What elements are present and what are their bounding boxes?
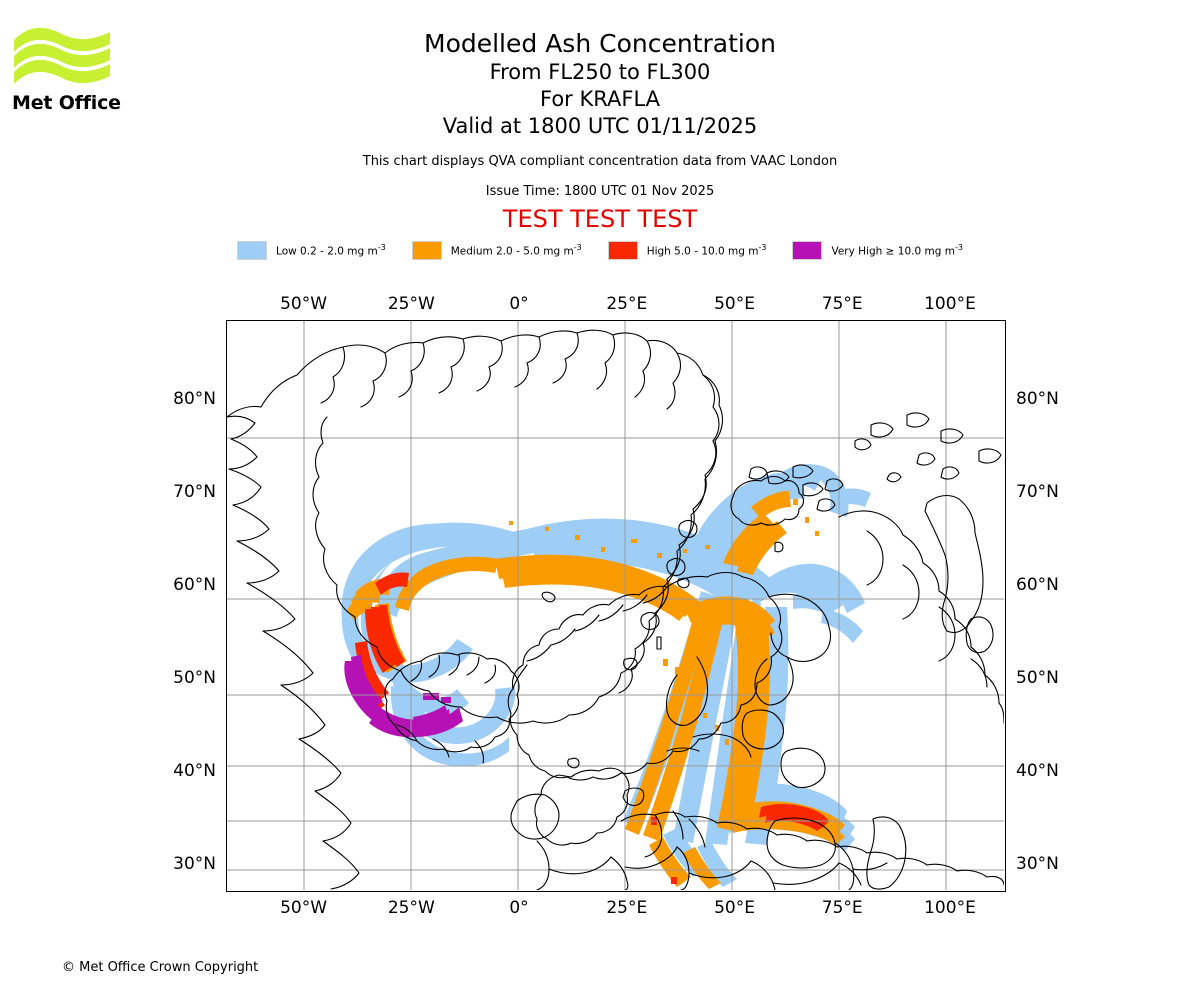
copyright-notice: © Met Office Crown Copyright (62, 960, 259, 975)
legend-swatch-medium (411, 241, 442, 260)
lon-tick-top-25: 25°E (606, 294, 648, 314)
test-banner: TEST TEST TEST (502, 205, 698, 233)
met-office-wave-icon (14, 27, 110, 84)
legend-swatch-very-high (792, 241, 823, 260)
legend-swatch-low (237, 241, 268, 260)
lat-tick-right-70: 70°N (1016, 482, 1059, 503)
lat-tick-right-30: 30°N (1016, 854, 1059, 875)
issue-time: Issue Time: 1800 UTC 01 Nov 2025 (485, 184, 715, 199)
legend-swatch-high (607, 241, 638, 260)
lon-tick-bottom--50: 50°W (280, 898, 328, 918)
lon-tick-bottom--25: 25°W (387, 898, 435, 918)
lat-tick-left-40: 40°N (173, 761, 216, 782)
volcano-subtitle: For KRAFLA (540, 87, 660, 111)
page-title: Modelled Ash Concentration (424, 29, 776, 58)
lat-tick-right-40: 40°N (1016, 761, 1059, 782)
lat-tick-left-80: 80°N (173, 389, 216, 410)
ash-concentration-map (226, 320, 1006, 892)
map-canvas (227, 321, 1004, 890)
lon-tick-top--50: 50°W (280, 294, 328, 314)
met-office-logo-text: Met Office (12, 92, 121, 114)
legend-item-medium: Medium 2.0 - 5.0 mg m-3 (411, 241, 582, 260)
lon-tick-top-50: 50°E (714, 294, 755, 314)
legend-label-high: High 5.0 - 10.0 mg m-3 (646, 243, 767, 258)
lat-tick-left-60: 60°N (173, 575, 216, 596)
lon-tick-bottom-75: 75°E (821, 898, 863, 918)
lon-tick-top-100: 100°E (924, 294, 976, 314)
lon-tick-bottom-50: 50°E (714, 898, 755, 918)
map-frame (226, 320, 1006, 892)
lat-tick-left-30: 30°N (173, 854, 216, 875)
lon-tick-bottom-25: 25°E (606, 898, 648, 918)
lat-tick-left-50: 50°N (173, 668, 216, 689)
coastlines (227, 329, 1004, 890)
flight-level-subtitle: From FL250 to FL300 (489, 60, 711, 84)
valid-time-subtitle: Valid at 1800 UTC 01/11/2025 (442, 114, 758, 138)
legend-item-very-high: Very High ≥ 10.0 mg m-3 (792, 241, 963, 260)
lat-tick-right-60: 60°N (1016, 575, 1059, 596)
lon-tick-top--25: 25°W (387, 294, 435, 314)
lon-tick-bottom-0: 0° (509, 898, 529, 918)
chart-header: Modelled Ash Concentration From FL250 to… (0, 0, 1200, 233)
legend-label-low: Low 0.2 - 2.0 mg m-3 (276, 243, 386, 258)
legend-item-high: High 5.0 - 10.0 mg m-3 (607, 241, 767, 260)
lon-tick-bottom-100: 100°E (924, 898, 976, 918)
legend-label-medium: Medium 2.0 - 5.0 mg m-3 (450, 243, 582, 258)
qva-note: This chart displays QVA compliant concen… (362, 154, 838, 169)
concentration-legend: Low 0.2 - 2.0 mg m-3 Medium 2.0 - 5.0 mg … (0, 241, 1200, 260)
met-office-logo: Met Office (12, 22, 122, 117)
ash-plume-layer (341, 464, 871, 889)
ash-band-low (341, 464, 871, 887)
lat-tick-right-50: 50°N (1016, 668, 1059, 689)
lat-tick-right-80: 80°N (1016, 389, 1059, 410)
lon-tick-top-0: 0° (509, 294, 529, 314)
legend-label-very-high: Very High ≥ 10.0 mg m-3 (831, 243, 963, 258)
lat-tick-left-70: 70°N (173, 482, 216, 503)
legend-item-low: Low 0.2 - 2.0 mg m-3 (237, 241, 386, 260)
lon-tick-top-75: 75°E (821, 294, 863, 314)
